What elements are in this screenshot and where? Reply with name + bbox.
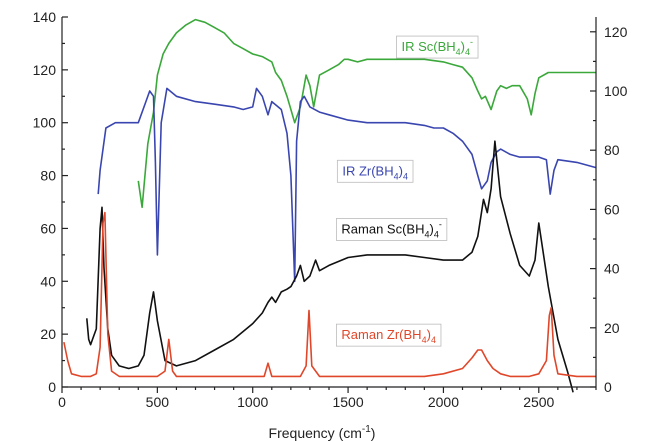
annotations: IR Sc(BH4)4-IR Zr(BH4)4Raman Sc(BH4)4-Ra… <box>336 36 478 346</box>
y-left-tick-label: 60 <box>40 220 56 236</box>
x-tick-label: 1000 <box>237 394 268 410</box>
plot-area <box>64 20 596 393</box>
y-left-tick-label: 80 <box>40 168 56 184</box>
annotation-label-part: Raman Sc(BH <box>341 221 424 236</box>
y-right-tick-label: 100 <box>604 83 628 99</box>
x-tick-label: 500 <box>146 394 170 410</box>
x-tick-label: 0 <box>58 394 66 410</box>
y-right-tick-label: 40 <box>604 261 620 277</box>
x-axis-label-close: ) <box>371 425 376 441</box>
y-left-tick-label: 40 <box>40 273 56 289</box>
y-left-tick-label: 100 <box>33 115 57 131</box>
y-left-tick-label: 140 <box>33 9 57 25</box>
annotation-label-part: 4 <box>431 335 436 345</box>
y-right-tick-label: 60 <box>604 201 620 217</box>
y-right-tick-label: 80 <box>604 142 620 158</box>
y-left-tick-label: 120 <box>33 62 57 78</box>
annotation-label-part: Raman Zr(BH <box>341 327 421 342</box>
x-axis-label: Frequency (cm-1) <box>269 424 376 441</box>
annotation-raman-sc: Raman Sc(BH4)4- <box>336 218 446 240</box>
annotation-label-part: - <box>470 37 473 47</box>
y-right-tick-label: 120 <box>604 24 628 40</box>
annotation-ir-zr: IR Zr(BH4)4 <box>337 160 413 182</box>
y-left-tick-label: 0 <box>48 379 56 395</box>
x-axis-label-main: Frequency (cm <box>269 425 362 441</box>
annotation-label-part: IR Zr(BH <box>342 163 393 178</box>
annotation-raman-zr: Raman Zr(BH4)4 <box>336 324 441 346</box>
annotation-label: IR Sc(BH4)4- <box>401 37 473 57</box>
y-left-tick-label: 20 <box>40 326 56 342</box>
y-right-tick-label: 20 <box>604 320 620 336</box>
x-tick-label: 2000 <box>428 394 459 410</box>
annotation-label-part: 4 <box>465 47 470 57</box>
annotation-label-part: 4 <box>434 229 439 239</box>
annotation-label-part: IR Sc(BH <box>401 39 455 54</box>
x-tick-label: 2500 <box>523 394 554 410</box>
x-tick-label: 1500 <box>332 394 363 410</box>
series-line-ir-zr <box>98 88 596 281</box>
annotation-label-part: - <box>439 219 442 229</box>
annotation-ir-sc: IR Sc(BH4)4- <box>396 36 478 58</box>
annotation-label-part: 4 <box>403 171 408 181</box>
y-right-tick-label: 0 <box>604 379 612 395</box>
